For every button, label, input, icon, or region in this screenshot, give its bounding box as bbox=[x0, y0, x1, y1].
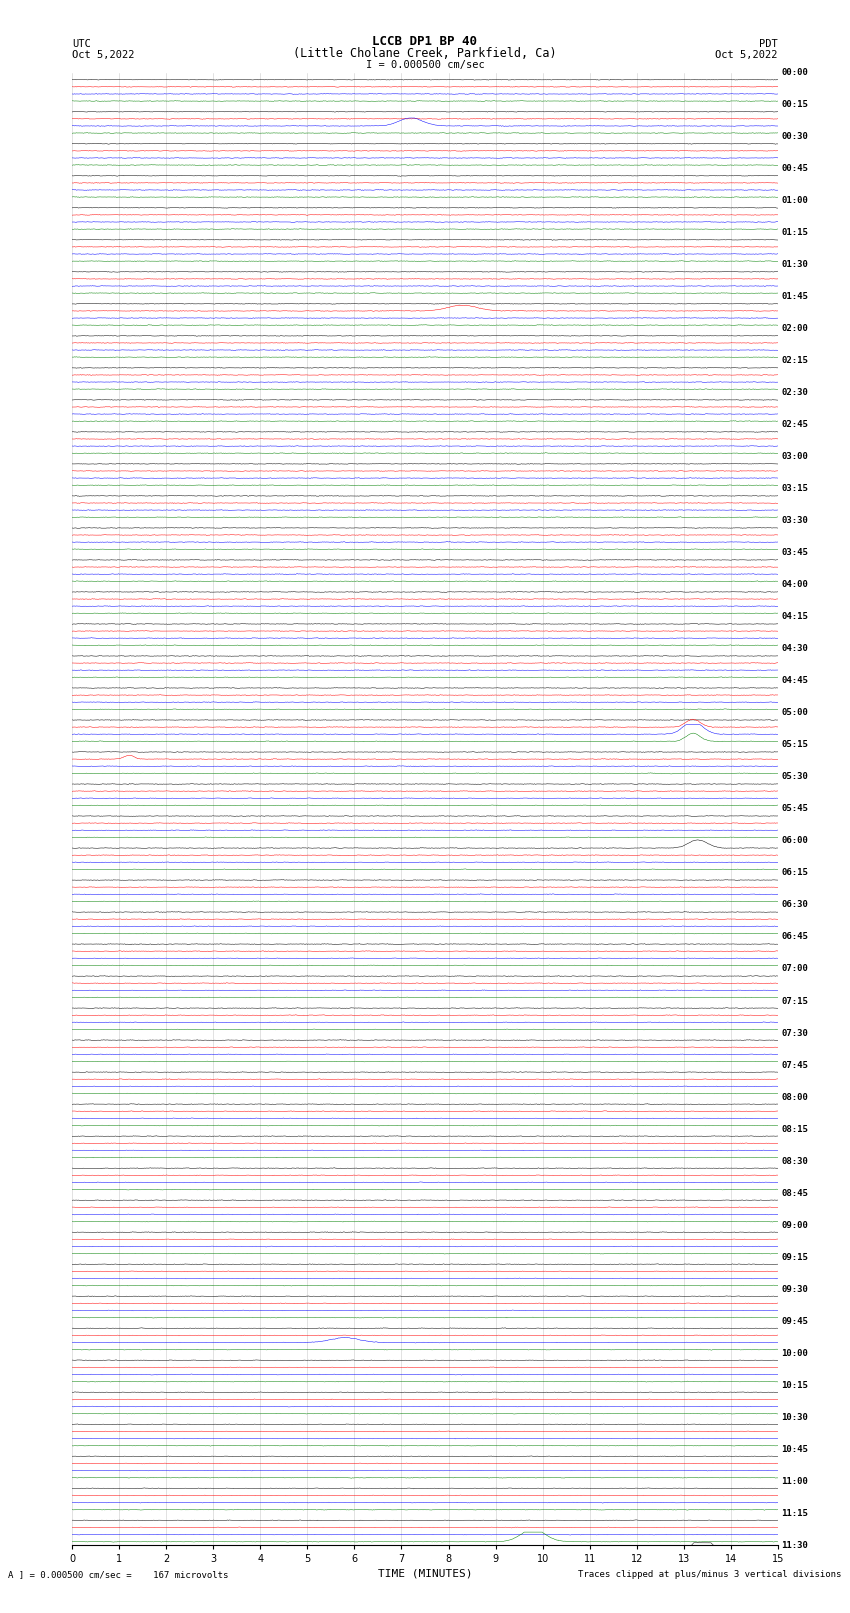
Text: 11:15: 11:15 bbox=[781, 1508, 808, 1518]
Text: (Little Cholane Creek, Parkfield, Ca): (Little Cholane Creek, Parkfield, Ca) bbox=[293, 47, 557, 60]
Text: 02:15: 02:15 bbox=[781, 356, 808, 365]
Text: 10:30: 10:30 bbox=[781, 1413, 808, 1421]
Text: 10:15: 10:15 bbox=[781, 1381, 808, 1390]
Text: Traces clipped at plus/minus 3 vertical divisions: Traces clipped at plus/minus 3 vertical … bbox=[578, 1569, 842, 1579]
Text: 09:00: 09:00 bbox=[781, 1221, 808, 1229]
Text: 05:45: 05:45 bbox=[781, 805, 808, 813]
Text: 00:45: 00:45 bbox=[781, 165, 808, 173]
Text: 03:00: 03:00 bbox=[781, 452, 808, 461]
Text: 03:45: 03:45 bbox=[781, 548, 808, 558]
Text: 04:45: 04:45 bbox=[781, 676, 808, 686]
Text: A ] = 0.000500 cm/sec =    167 microvolts: A ] = 0.000500 cm/sec = 167 microvolts bbox=[8, 1569, 229, 1579]
Text: 08:30: 08:30 bbox=[781, 1157, 808, 1166]
Text: 03:15: 03:15 bbox=[781, 484, 808, 494]
Text: 01:00: 01:00 bbox=[781, 197, 808, 205]
Text: 08:45: 08:45 bbox=[781, 1189, 808, 1197]
Text: 04:15: 04:15 bbox=[781, 613, 808, 621]
Text: 00:30: 00:30 bbox=[781, 132, 808, 140]
Text: 08:00: 08:00 bbox=[781, 1092, 808, 1102]
Text: 07:00: 07:00 bbox=[781, 965, 808, 974]
Text: Oct 5,2022: Oct 5,2022 bbox=[72, 50, 135, 60]
Text: 02:00: 02:00 bbox=[781, 324, 808, 334]
Text: 06:15: 06:15 bbox=[781, 868, 808, 877]
Text: PDT: PDT bbox=[759, 39, 778, 48]
Text: 05:00: 05:00 bbox=[781, 708, 808, 718]
Text: 07:45: 07:45 bbox=[781, 1060, 808, 1069]
Text: 01:30: 01:30 bbox=[781, 260, 808, 269]
Text: LCCB DP1 BP 40: LCCB DP1 BP 40 bbox=[372, 35, 478, 48]
Text: 11:30: 11:30 bbox=[781, 1540, 808, 1550]
Text: 06:00: 06:00 bbox=[781, 837, 808, 845]
Text: 08:15: 08:15 bbox=[781, 1124, 808, 1134]
Text: 01:15: 01:15 bbox=[781, 227, 808, 237]
Text: 11:00: 11:00 bbox=[781, 1478, 808, 1486]
Text: 04:30: 04:30 bbox=[781, 644, 808, 653]
Text: 01:45: 01:45 bbox=[781, 292, 808, 302]
X-axis label: TIME (MINUTES): TIME (MINUTES) bbox=[377, 1568, 473, 1579]
Text: I = 0.000500 cm/sec: I = 0.000500 cm/sec bbox=[366, 60, 484, 69]
Text: 02:45: 02:45 bbox=[781, 421, 808, 429]
Text: 00:15: 00:15 bbox=[781, 100, 808, 110]
Text: 09:45: 09:45 bbox=[781, 1316, 808, 1326]
Text: 10:00: 10:00 bbox=[781, 1348, 808, 1358]
Text: 07:15: 07:15 bbox=[781, 997, 808, 1005]
Text: 06:30: 06:30 bbox=[781, 900, 808, 910]
Text: UTC: UTC bbox=[72, 39, 91, 48]
Text: 05:15: 05:15 bbox=[781, 740, 808, 750]
Text: 09:15: 09:15 bbox=[781, 1253, 808, 1261]
Text: 04:00: 04:00 bbox=[781, 581, 808, 589]
Text: 00:00: 00:00 bbox=[781, 68, 808, 77]
Text: Oct 5,2022: Oct 5,2022 bbox=[715, 50, 778, 60]
Text: 05:30: 05:30 bbox=[781, 773, 808, 781]
Text: 09:30: 09:30 bbox=[781, 1284, 808, 1294]
Text: 02:30: 02:30 bbox=[781, 389, 808, 397]
Text: 10:45: 10:45 bbox=[781, 1445, 808, 1453]
Text: 07:30: 07:30 bbox=[781, 1029, 808, 1037]
Text: 03:30: 03:30 bbox=[781, 516, 808, 526]
Text: 06:45: 06:45 bbox=[781, 932, 808, 942]
